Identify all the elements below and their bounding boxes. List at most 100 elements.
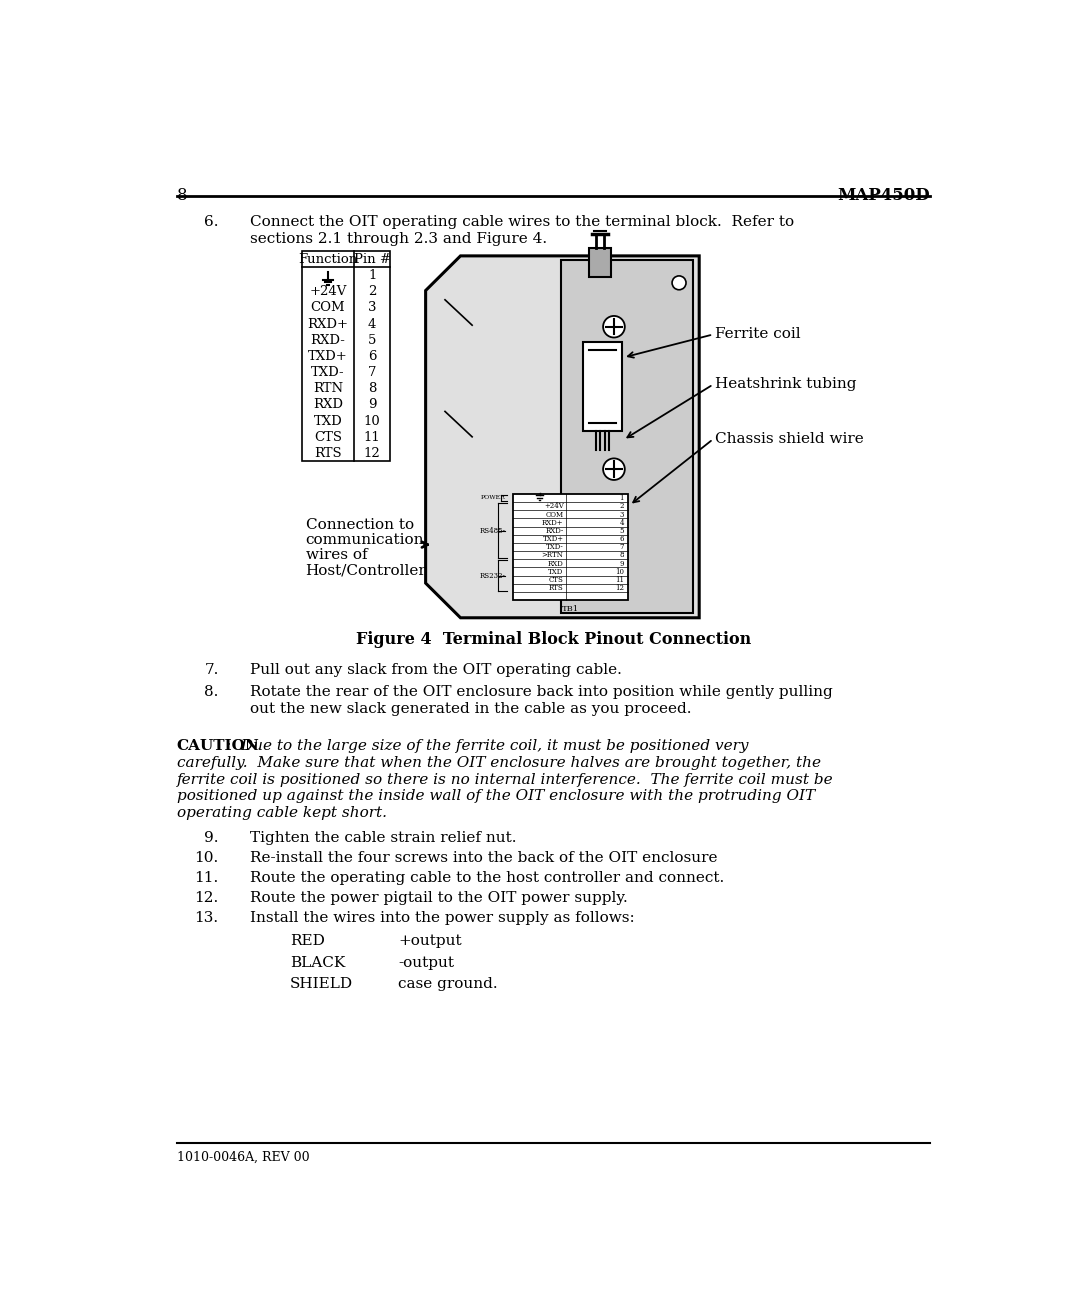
Text: RS232-: RS232- [480, 572, 505, 579]
Text: communication: communication [306, 534, 424, 547]
Text: 10: 10 [615, 568, 624, 576]
Text: Heatshrink tubing: Heatshrink tubing [715, 378, 856, 392]
Text: RXD: RXD [548, 560, 564, 568]
Text: 4: 4 [368, 317, 376, 330]
Text: Pin #: Pin # [353, 253, 391, 266]
Text: 13.: 13. [194, 911, 218, 926]
Text: 6: 6 [368, 350, 377, 363]
Text: Re-install the four screws into the back of the OIT enclosure: Re-install the four screws into the back… [249, 851, 717, 865]
Text: carefully.  Make sure that when the OIT enclosure halves are brought together, t: carefully. Make sure that when the OIT e… [177, 755, 821, 770]
Text: Chassis shield wire: Chassis shield wire [715, 433, 863, 446]
Text: Rotate the rear of the OIT enclosure back into position while gently pulling: Rotate the rear of the OIT enclosure bac… [249, 684, 833, 699]
Circle shape [603, 459, 625, 480]
Text: Install the wires into the power supply as follows:: Install the wires into the power supply … [249, 911, 634, 926]
Bar [301, 252, 390, 461]
Circle shape [603, 316, 625, 337]
Text: +output: +output [399, 935, 462, 948]
Text: 11.: 11. [194, 871, 218, 885]
Text: 12: 12 [615, 585, 624, 593]
Text: RTN: RTN [313, 383, 343, 395]
Bar [513, 494, 627, 600]
Text: 1010-0046A, REV 00: 1010-0046A, REV 00 [177, 1151, 310, 1164]
Text: +24V: +24V [544, 502, 564, 510]
Text: out the new slack generated in the cable as you proceed.: out the new slack generated in the cable… [249, 701, 691, 716]
Text: RTS: RTS [314, 447, 341, 460]
Text: 8.: 8. [204, 684, 218, 699]
Text: 10: 10 [364, 414, 380, 427]
Text: +24V: +24V [309, 286, 347, 298]
Text: 7.: 7. [204, 663, 218, 678]
Bar [583, 342, 622, 431]
Text: :  Due to the large size of the ferrite coil, it must be positioned very: : Due to the large size of the ferrite c… [227, 738, 748, 753]
Polygon shape [562, 260, 693, 614]
Text: 1: 1 [368, 269, 376, 282]
Text: 10.: 10. [194, 851, 218, 865]
Text: Pull out any slack from the OIT operating cable.: Pull out any slack from the OIT operatin… [249, 663, 622, 678]
Text: SHIELD: SHIELD [291, 978, 353, 991]
Text: RXD: RXD [313, 399, 343, 412]
Text: 8: 8 [177, 186, 188, 203]
Text: TXD+: TXD+ [308, 350, 348, 363]
Text: COM: COM [545, 510, 564, 519]
Text: 6.: 6. [204, 215, 218, 229]
Text: CTS: CTS [314, 431, 342, 443]
Text: TXD-: TXD- [545, 543, 564, 552]
Text: Connection to: Connection to [306, 518, 414, 532]
Text: ferrite coil is positioned so there is no internal interference.  The ferrite co: ferrite coil is positioned so there is n… [177, 772, 834, 787]
Text: wires of: wires of [306, 548, 367, 562]
Text: Function: Function [298, 253, 357, 266]
Text: 4: 4 [620, 519, 624, 527]
Text: RXD+: RXD+ [308, 317, 349, 330]
Circle shape [672, 275, 686, 290]
Text: RXD-: RXD- [311, 334, 346, 346]
Text: Route the power pigtail to the OIT power supply.: Route the power pigtail to the OIT power… [249, 891, 627, 905]
Text: operating cable kept short.: operating cable kept short. [177, 806, 387, 821]
Text: BLACK: BLACK [291, 956, 346, 970]
Polygon shape [426, 256, 699, 617]
Text: TXD: TXD [549, 568, 564, 576]
Text: 9: 9 [620, 560, 624, 568]
Text: positioned up against the inside wall of the OIT enclosure with the protruding O: positioned up against the inside wall of… [177, 789, 815, 804]
Text: 9.: 9. [204, 831, 218, 846]
Text: 9: 9 [368, 399, 377, 412]
Text: COM: COM [311, 302, 346, 315]
Text: Host/Controller: Host/Controller [306, 564, 427, 578]
Text: TXD: TXD [313, 414, 342, 427]
Text: RS485-: RS485- [480, 527, 505, 535]
Text: >RTN: >RTN [542, 552, 564, 560]
Text: 8: 8 [368, 383, 376, 395]
Text: RXD-: RXD- [545, 527, 564, 535]
Text: 3: 3 [620, 510, 624, 519]
Text: 7: 7 [620, 543, 624, 552]
Text: 11: 11 [364, 431, 380, 443]
Text: 5: 5 [620, 527, 624, 535]
Text: 2: 2 [620, 502, 624, 510]
Text: POWER: POWER [481, 496, 505, 501]
Text: Route the operating cable to the host controller and connect.: Route the operating cable to the host co… [249, 871, 724, 885]
Text: 12: 12 [364, 447, 380, 460]
Text: sections 2.1 through 2.3 and Figure 4.: sections 2.1 through 2.3 and Figure 4. [249, 232, 546, 246]
Text: 3: 3 [368, 302, 377, 315]
Text: 7: 7 [368, 366, 377, 379]
Text: TXD-: TXD- [311, 366, 345, 379]
Text: RXD+: RXD+ [542, 519, 564, 527]
Text: 5: 5 [368, 334, 376, 346]
Text: case ground.: case ground. [399, 978, 498, 991]
Text: CAUTION: CAUTION [177, 738, 259, 753]
Text: 1: 1 [620, 494, 624, 502]
Text: Tighten the cable strain relief nut.: Tighten the cable strain relief nut. [249, 831, 516, 846]
Text: 2: 2 [368, 286, 376, 298]
Text: TXD+: TXD+ [542, 535, 564, 543]
Text: TB1: TB1 [562, 604, 579, 612]
Text: 6: 6 [620, 535, 624, 543]
Text: Figure 4  Terminal Block Pinout Connection: Figure 4 Terminal Block Pinout Connectio… [356, 631, 751, 648]
Text: Connect the OIT operating cable wires to the terminal block.  Refer to: Connect the OIT operating cable wires to… [249, 215, 794, 229]
Text: 11: 11 [615, 576, 624, 583]
Text: Ferrite coil: Ferrite coil [715, 328, 800, 341]
Text: RED: RED [291, 935, 325, 948]
Text: RTS: RTS [549, 585, 564, 593]
Text: -output: -output [399, 956, 455, 970]
Text: 12.: 12. [194, 891, 218, 905]
Bar [590, 248, 611, 277]
Text: CTS: CTS [549, 576, 564, 583]
